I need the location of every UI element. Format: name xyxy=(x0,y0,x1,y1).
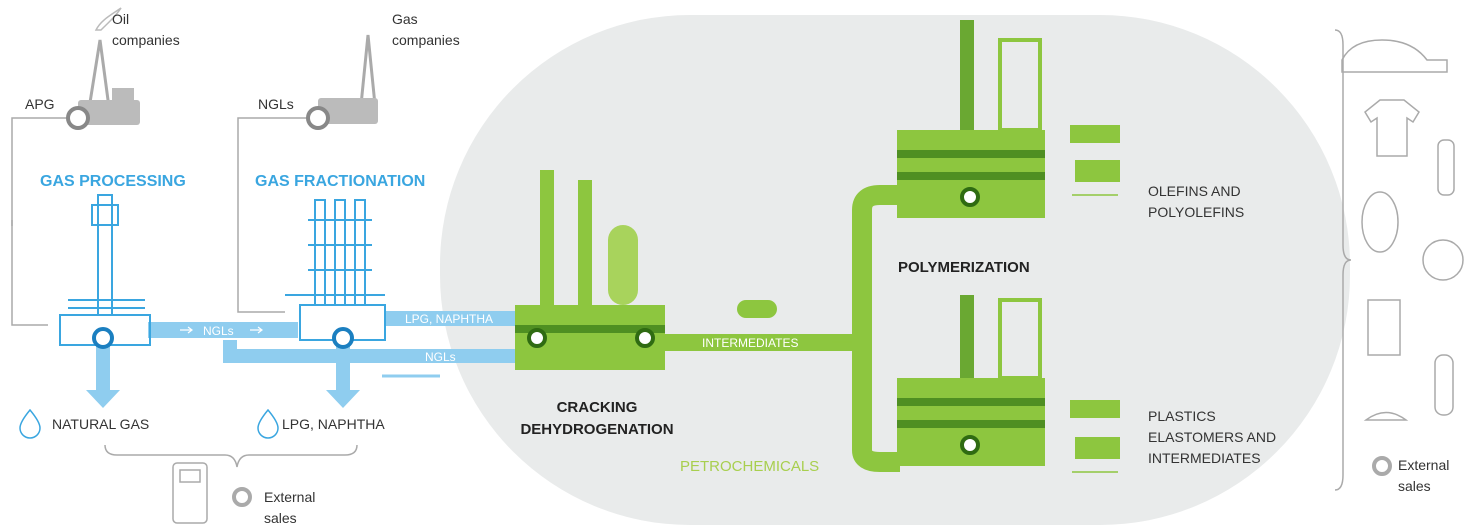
output-label: OLEFINS AND POLYOLEFINS xyxy=(1148,183,1244,220)
output-label: LPG, NAPHTHA xyxy=(282,416,385,432)
pipe-polymerization xyxy=(852,185,900,472)
legend-circle xyxy=(1372,456,1392,476)
cracking-plant xyxy=(515,170,665,370)
ngls-line xyxy=(237,117,310,313)
pipe-ngls xyxy=(148,322,298,338)
polymerization-plant-bottom xyxy=(897,295,1045,466)
polymerization-plant-top xyxy=(897,20,1045,218)
stage-title: GAS PROCESSING xyxy=(40,173,186,190)
legend-circle xyxy=(232,487,252,507)
pipe-intermediates xyxy=(660,334,855,351)
drop-icons xyxy=(19,408,279,439)
flow-label: INTERMEDIATES xyxy=(702,336,798,350)
flow-label: NGLs xyxy=(203,324,234,338)
stage-title: POLYMERIZATION xyxy=(898,259,1030,276)
output-label: PLASTICS ELASTOMERS AND INTERMEDIATES xyxy=(1148,408,1276,466)
legend-label: External sales xyxy=(264,489,315,526)
flow-arrows xyxy=(180,326,263,334)
oil-rig-icon xyxy=(66,7,140,130)
pipe-ngls-2 xyxy=(223,340,520,363)
fuel-pump-icon xyxy=(172,462,208,524)
stage-title: GAS FRACTIONATION xyxy=(255,173,425,190)
flow-label: NGLs xyxy=(425,350,456,364)
source-feed: APG xyxy=(25,96,55,112)
transport-icons xyxy=(737,125,1120,473)
gas-fractionation-plant xyxy=(285,199,386,349)
petrochemicals-area xyxy=(440,15,1350,525)
apg-line xyxy=(11,117,70,326)
source-company: Oil companies xyxy=(112,11,180,48)
group-label: PETROCHEMICALS xyxy=(680,458,819,475)
product-icons xyxy=(1334,29,1464,491)
arrow-natural-gas xyxy=(86,340,120,408)
arrow-lpg xyxy=(326,340,360,408)
legend-label: External sales xyxy=(1398,457,1449,494)
gas-processing-plant xyxy=(59,194,151,349)
flow-label: LPG, NAPHTHA xyxy=(405,312,493,326)
bottom-brace xyxy=(104,444,358,468)
source-feed: NGLs xyxy=(258,96,294,112)
output-label: NATURAL GAS xyxy=(52,416,149,432)
stage-title: CRACKING DEHYDROGENATION xyxy=(520,399,673,438)
pipe-lpg xyxy=(385,311,520,326)
source-company: Gas companies xyxy=(392,11,460,48)
gas-rig-icon xyxy=(306,34,378,130)
